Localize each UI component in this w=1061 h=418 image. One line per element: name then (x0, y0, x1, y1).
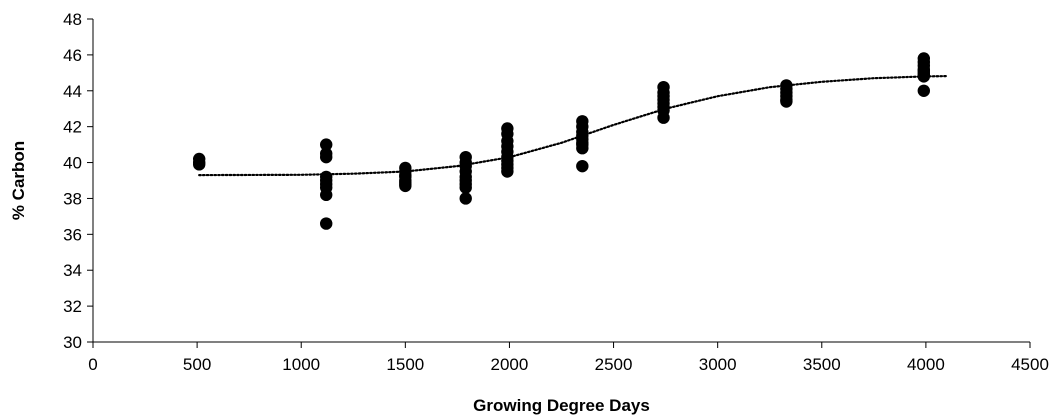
x-tick-label: 4000 (907, 355, 945, 374)
y-tick-label: 44 (63, 82, 82, 101)
y-tick-label: 30 (63, 333, 82, 352)
data-point (459, 192, 472, 205)
x-tick-label: 0 (88, 355, 97, 374)
data-point (399, 179, 412, 193)
data-point (320, 150, 333, 164)
y-tick-label: 40 (63, 154, 82, 173)
trendline (198, 75, 948, 177)
data-point (576, 159, 589, 173)
y-tick-label: 34 (63, 261, 82, 280)
x-axis-ticks: 0 500 1000 1500 2000 2500 3000 3500 4000 4500 (88, 342, 1049, 374)
x-tick-label: 3000 (699, 355, 737, 374)
data-point (320, 138, 333, 151)
x-tick-label: 2500 (595, 355, 633, 374)
y-tick-label: 32 (63, 297, 82, 316)
data-point (780, 95, 793, 108)
x-tick-label: 1000 (282, 355, 320, 374)
data-point (917, 84, 931, 97)
data-point (320, 217, 333, 230)
x-axis-title: Growing Degree Days (473, 396, 650, 415)
x-tick-label: 3500 (803, 355, 841, 374)
data-point (501, 165, 514, 178)
x-tick-label: 4500 (1011, 355, 1049, 374)
y-tick-label: 36 (63, 225, 82, 244)
y-tick-label: 48 (63, 10, 82, 29)
data-point (917, 70, 931, 83)
y-tick-label: 46 (63, 46, 82, 65)
data-point (657, 111, 670, 124)
x-tick-label: 1500 (386, 355, 424, 374)
data-point (459, 181, 472, 194)
y-tick-label: 42 (63, 118, 82, 137)
x-tick-label: 500 (183, 355, 211, 374)
x-tick-label: 2000 (491, 355, 529, 374)
y-axis-ticks: 30 32 34 36 38 40 42 44 46 48 (63, 10, 93, 352)
y-tick-label: 38 (63, 189, 82, 208)
data-point (320, 188, 333, 202)
y-axis-title: % Carbon (9, 141, 28, 220)
data-point (192, 158, 206, 171)
data-point (576, 142, 589, 155)
data-points (192, 52, 931, 230)
